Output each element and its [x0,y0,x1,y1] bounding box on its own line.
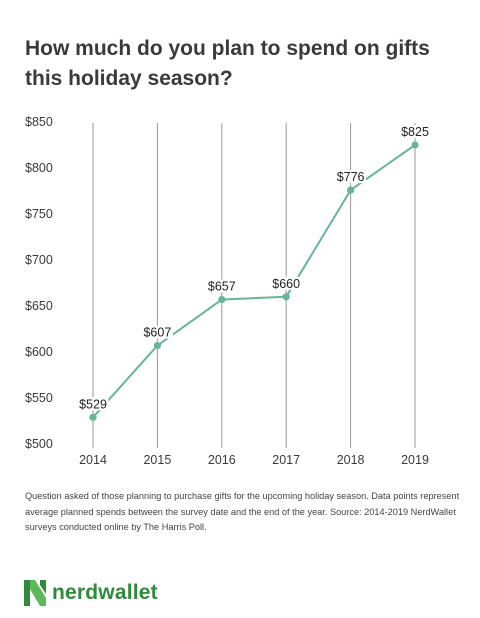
data-point-2017 [282,293,290,301]
data-labels: $529 $607 $657 $660 $776 $825 [77,125,431,411]
data-point-2014 [89,413,97,421]
y-tick-label-550: $550 [25,391,53,405]
y-tick-label-500: $500 [25,437,53,451]
data-label-2017: $660 [272,277,300,291]
x-tick-label-2016: 2016 [208,453,236,467]
data-label-2014: $529 [79,397,107,411]
x-tick-label-2014: 2014 [79,453,107,467]
series-line [92,144,416,418]
data-label-2019: $825 [401,125,429,139]
data-label-bg-2018 [335,170,366,184]
chart-title: How much do you plan to spend on gifts t… [25,37,430,90]
data-label-2015: $607 [143,326,171,340]
x-tick-label-2017: 2017 [272,453,300,467]
data-point-2015 [153,341,161,350]
y-tick-label-650: $650 [25,299,53,313]
line-chart: $500$550$600$650$700$750$800$850 2014 201… [25,115,431,467]
footnote: Question asked of those planning to purc… [25,491,460,532]
y-tick-label-800: $800 [25,161,53,175]
grid-lines [92,123,416,448]
y-axis: $500 $550 $600 $650 $700 $750 $800 $850 [25,115,53,451]
data-label-bg-2019 [399,125,431,138]
data-point-2018 [347,186,355,194]
y-tick-label-750: $750 [25,207,53,221]
y-tick-label-700: $700 [25,253,53,267]
data-label-bg-2017 [270,276,302,290]
x-axis: 2014 2015 2016 2017 2018 2019 [79,453,429,467]
data-label-bg-2014 [77,397,109,411]
nerdwallet-logo: nerdwallet [24,578,158,608]
data-label-bg-2016 [206,279,238,293]
data-points [89,141,419,421]
series-line-0 [92,144,416,418]
nerdwallet-logo-mark [24,580,46,606]
y-tick-label-850: $850 [25,115,53,129]
nerdwallet-logo-text: nerdwallet [52,581,158,604]
data-point-2019 [411,141,419,149]
y-tick-label-600: $600 [25,345,53,359]
data-label-2016: $657 [208,280,236,294]
x-tick-label-2019: 2019 [401,453,429,467]
data-label-2018: $776 [337,170,365,184]
x-tick-label-2018: 2018 [337,453,365,467]
data-point-2016 [218,295,226,304]
x-tick-label-2015: 2015 [143,453,171,467]
data-label-bg-2015 [142,325,173,339]
